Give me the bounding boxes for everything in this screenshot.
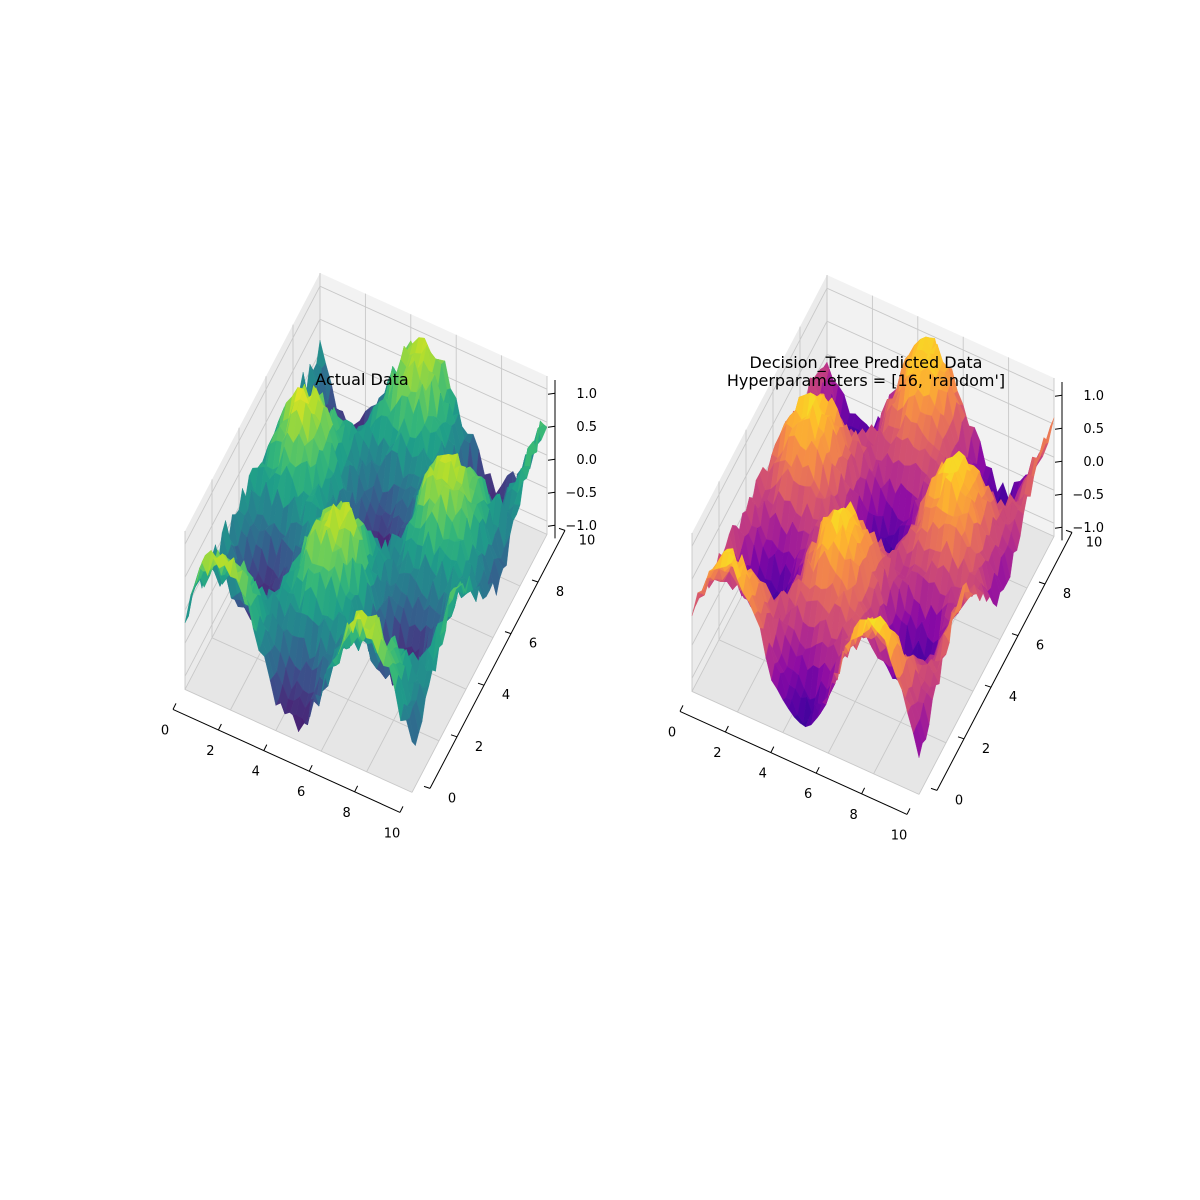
x-tick-mark — [172, 703, 177, 710]
z-tick-mark — [547, 524, 556, 527]
y-tick-label: 0 — [448, 791, 456, 806]
x-tick-mark — [354, 785, 359, 793]
grid-line-z — [184, 285, 548, 545]
y-tick-label: 6 — [1036, 639, 1044, 654]
x-tick-label: 2 — [713, 746, 721, 761]
y-tick-label: 10 — [579, 533, 596, 548]
y-axis-line — [936, 532, 1073, 791]
subplot-title: Hyperparameters = [16, 'random'] — [727, 371, 1005, 390]
y-tick-label: 10 — [1086, 535, 1103, 550]
z-tick-mark — [547, 392, 556, 395]
grid-line-y — [691, 533, 920, 795]
y-tick-mark — [1065, 529, 1073, 533]
x-tick-mark — [308, 764, 313, 772]
subplot-actual-data: 0 2 4 6 8 10 0 2 4 6 8 10 1.0 0.5 0.0 −0.5 −1.0 Actual Da… — [161, 273, 597, 841]
x-tick-mark — [399, 806, 404, 813]
z-tick-mark — [547, 491, 556, 494]
x-tick-mark — [724, 725, 729, 733]
z-tick-mark — [1054, 493, 1063, 496]
x-tick-label: 4 — [252, 765, 260, 780]
z-tick-label: −1.0 — [565, 519, 597, 534]
y-tick-mark — [531, 579, 539, 583]
y-tick-mark — [423, 785, 431, 789]
z-tick-mark — [547, 425, 556, 428]
x-tick-mark — [815, 766, 820, 774]
y-tick-mark — [957, 736, 965, 740]
x-tick-mark — [679, 705, 684, 712]
grid-line-z — [691, 320, 1055, 580]
x-tick-label: 8 — [849, 808, 857, 823]
grid-line-y — [211, 479, 440, 742]
subplot-title: Actual Data — [315, 370, 408, 389]
z-tick-mark — [1054, 427, 1063, 430]
x-tick-mark — [906, 808, 911, 815]
subplot-predicted-data: 0 2 4 6 8 10 0 2 4 6 8 10 1.0 0.5 0.0 −0.5 −1.0 Decision_… — [668, 275, 1104, 843]
x-tick-mark — [861, 787, 866, 795]
z-tick-label: 0.5 — [1083, 422, 1104, 437]
grid-line-y — [184, 531, 413, 793]
x-tick-label: 6 — [804, 787, 812, 802]
y-tick-label: 4 — [1009, 690, 1017, 705]
surface-facet — [406, 717, 416, 747]
z-tick-mark — [1054, 394, 1063, 397]
z-tick-mark — [1054, 460, 1063, 463]
grid-line-z — [691, 353, 1055, 613]
z-tick-mark — [1054, 526, 1063, 529]
y-tick-mark — [930, 787, 938, 791]
y-tick-mark — [1038, 581, 1046, 585]
x-tick-label: 4 — [759, 767, 767, 782]
x-tick-label: 2 — [206, 744, 214, 759]
surface — [691, 336, 1055, 758]
y-tick-label: 4 — [502, 688, 510, 703]
y-tick-mark — [477, 682, 485, 686]
subplot-title: Decision_Tree Predicted Data — [750, 353, 983, 373]
z-tick-label: 0.0 — [576, 453, 597, 468]
x-tick-label: 6 — [297, 785, 305, 800]
x-tick-mark — [217, 723, 222, 731]
y-tick-mark — [1011, 633, 1019, 637]
x-tick-mark — [770, 746, 775, 753]
y-tick-label: 8 — [1063, 587, 1071, 602]
y-tick-label: 2 — [982, 742, 990, 757]
y-tick-label: 2 — [475, 740, 483, 755]
z-tick-label: 1.0 — [576, 387, 597, 402]
z-tick-label: 0.0 — [1083, 455, 1104, 470]
x-tick-label: 10 — [891, 828, 908, 843]
z-tick-label: 0.5 — [576, 420, 597, 435]
y-tick-label: 8 — [556, 585, 564, 600]
z-tick-label: −0.5 — [565, 486, 597, 501]
y-tick-mark — [984, 684, 992, 688]
x-axis-line — [172, 708, 401, 813]
x-tick-mark — [263, 744, 268, 751]
grid-line-z — [691, 287, 1055, 547]
y-tick-mark — [450, 734, 458, 738]
x-tick-label: 8 — [342, 806, 350, 821]
y-tick-mark — [558, 527, 566, 531]
x-axis-line — [679, 710, 908, 815]
x-tick-label: 10 — [384, 826, 401, 841]
x-tick-label: 0 — [161, 723, 169, 738]
grid-line-z — [184, 318, 548, 578]
z-tick-label: −1.0 — [1072, 521, 1104, 536]
x-tick-label: 0 — [668, 725, 676, 740]
y-tick-label: 0 — [955, 793, 963, 808]
grid-line-y — [718, 481, 947, 744]
y-tick-mark — [504, 631, 512, 635]
z-tick-label: −0.5 — [1072, 488, 1104, 503]
surface-facet — [913, 724, 923, 758]
z-tick-mark — [547, 458, 556, 461]
z-tick-label: 1.0 — [1083, 389, 1104, 404]
surface — [184, 336, 548, 747]
y-tick-label: 6 — [529, 637, 537, 652]
y-axis-line — [429, 530, 566, 789]
